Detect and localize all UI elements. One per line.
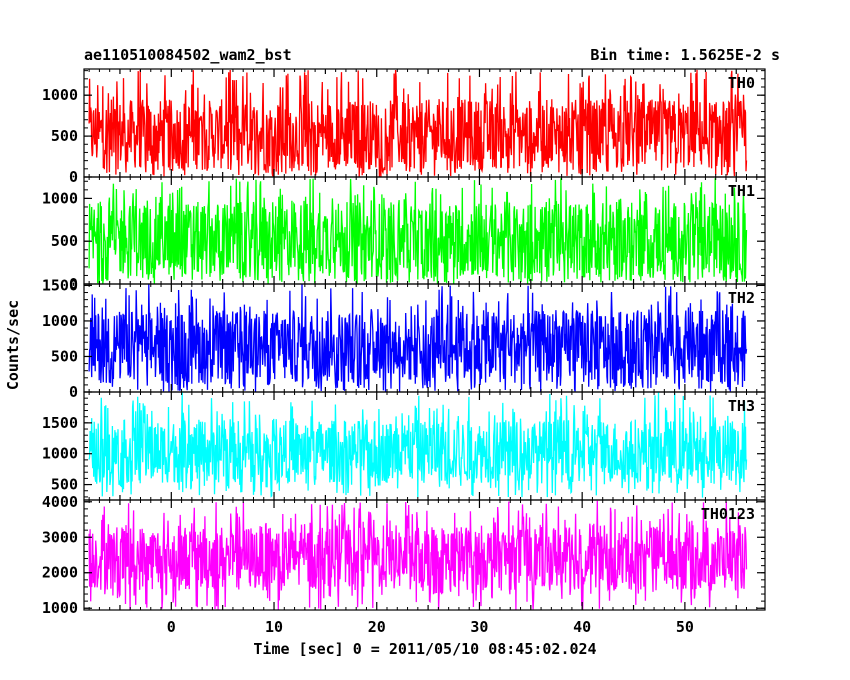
panels-group: 0 500 1000 TH0 0 500 1000 TH1 0 500 1000 1500 TH2 500…: [42, 68, 766, 617]
y-tick-label: 500: [51, 347, 78, 365]
panel-name-label: TH0123: [701, 505, 755, 523]
x-tick-label: 50: [676, 618, 694, 636]
chart-title: ae110510084502_wam2_bst: [84, 46, 292, 64]
y-tick-label: 0: [69, 275, 78, 293]
y-tick-label: 500: [51, 476, 78, 494]
series-line-th2: [88, 284, 748, 392]
y-tick-label: 500: [51, 127, 78, 145]
panel-frame: [83, 499, 766, 611]
series-line-th0123: [88, 500, 748, 610]
y-tick-label: 1000: [42, 599, 78, 617]
y-tick-label: 2000: [42, 564, 78, 582]
panel-th0: 0 500 1000 TH0: [42, 68, 766, 186]
y-tick-label: 1500: [42, 276, 78, 294]
series-line-th3: [88, 392, 748, 498]
panel-name-label: TH2: [728, 289, 755, 307]
series-line-th0: [88, 69, 748, 177]
y-axis-label: Counts/sec: [4, 300, 22, 390]
x-tick-label: 30: [470, 618, 488, 636]
y-tick-label: 500: [51, 232, 78, 250]
y-tick-label: 3000: [42, 528, 78, 546]
panel-th3: 500 1000 1500 TH3: [42, 391, 766, 501]
panel-name-label: TH3: [728, 397, 755, 415]
y-tick-label: 0: [69, 383, 78, 401]
panel-th2: 0 500 1000 1500 TH2: [42, 276, 766, 401]
y-tick-label: 1000: [42, 445, 78, 463]
panel-name-label: TH1: [728, 182, 755, 200]
x-tick-label: 20: [368, 618, 386, 636]
y-tick-label: 0: [69, 168, 78, 186]
y-tick-label: 1000: [42, 189, 78, 207]
y-tick-label: 4000: [42, 493, 78, 511]
panel-th1: 0 500 1000 TH1: [42, 176, 766, 293]
panel-th0123: 1000 2000 3000 4000 TH0123: [42, 493, 766, 617]
x-tick-label: 0: [167, 618, 176, 636]
x-axis: 0 10 20 30 40 50: [167, 618, 694, 636]
x-tick-label: 10: [265, 618, 283, 636]
x-axis-label: Time [sec] 0 = 2011/05/10 08:45:02.024: [253, 640, 596, 658]
series-line-th1: [88, 178, 748, 284]
x-tick-label: 40: [573, 618, 591, 636]
y-tick-label: 1000: [42, 86, 78, 104]
panel-name-label: TH0: [728, 74, 755, 92]
bin-time-label: Bin time: 1.5625E-2 s: [590, 46, 780, 64]
y-tick-label: 1000: [42, 312, 78, 330]
y-tick-label: 1500: [42, 414, 78, 432]
